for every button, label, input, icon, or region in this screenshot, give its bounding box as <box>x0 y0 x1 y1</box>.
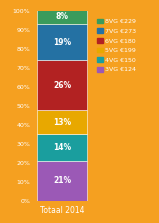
Bar <box>37 161 87 201</box>
Bar <box>37 110 87 134</box>
Text: 13%: 13% <box>53 118 71 126</box>
Legend: 8VG €229, 7VG €273, 6VG €180, 5VG €199, 4VG €150, 3VG €124: 8VG €229, 7VG €273, 6VG €180, 5VG €199, … <box>97 18 137 73</box>
Text: 19%: 19% <box>53 38 71 47</box>
Text: 26%: 26% <box>53 81 71 90</box>
Text: 21%: 21% <box>53 176 71 185</box>
Bar <box>37 9 87 25</box>
Text: 14%: 14% <box>53 143 71 152</box>
Bar <box>37 134 87 161</box>
Text: 8%: 8% <box>55 12 69 21</box>
Bar <box>37 60 87 110</box>
Bar <box>37 25 87 60</box>
